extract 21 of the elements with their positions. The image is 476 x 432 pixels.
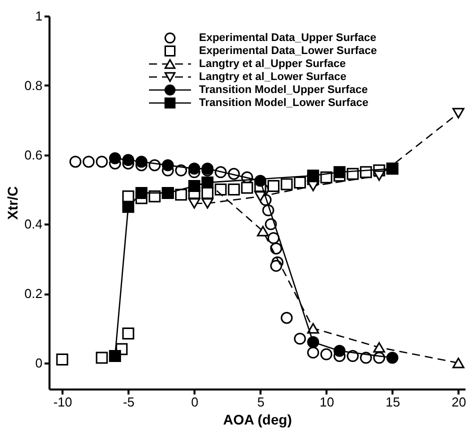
x-tick-label: 20 (452, 394, 466, 410)
y-tick-label: 0 (35, 355, 42, 370)
x-tick-label: 10 (320, 394, 334, 410)
x-axis-title: AOA (deg) (223, 412, 292, 428)
y-tick-label: 0.2 (24, 286, 42, 302)
y-tick-label: 1 (35, 8, 42, 24)
legend-label: Transition Model_Upper Surface (199, 84, 368, 96)
x-tick-label: 0 (191, 394, 198, 410)
legend-label: Experimental Data_Upper Surface (199, 32, 376, 44)
x-tick-label: 5 (257, 394, 264, 410)
y-tick-label: 0.6 (24, 147, 42, 162)
legend-label: Langtry et al_Upper Surface (199, 58, 346, 70)
x-tick-label: -5 (122, 394, 135, 410)
x-tick-label: -10 (53, 394, 72, 410)
y-tick-label: 0.4 (24, 216, 42, 232)
y-axis-title: Xtr/C (4, 186, 20, 220)
legend-label: Experimental Data_Lower Surface (199, 45, 377, 57)
legend-label: Transition Model_Lower Surface (199, 97, 368, 109)
legend-label: Langtry et al_Lower Surface (199, 71, 346, 83)
y-tick-label: 0.8 (24, 78, 42, 93)
x-tick-label: 15 (386, 394, 400, 410)
